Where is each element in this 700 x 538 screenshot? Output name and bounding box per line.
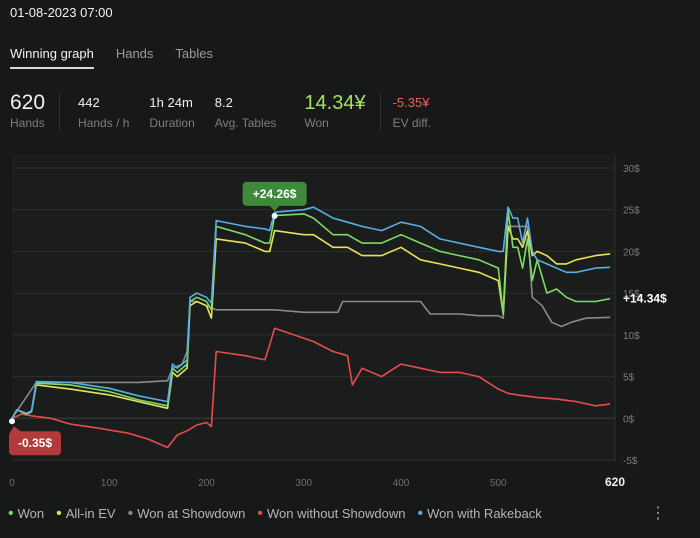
series-line-all-in-ev xyxy=(11,225,611,419)
legend-label: Won without Showdown xyxy=(266,506,406,521)
legend-label: Won xyxy=(17,506,45,521)
x-tick-label: 200 xyxy=(198,478,215,489)
series-line-won-without-showdown xyxy=(11,327,611,449)
min-annotation-pointer xyxy=(10,426,22,433)
stat-duration: 1h 24m Duration xyxy=(149,92,194,130)
more-vertical-icon[interactable]: ⋮ xyxy=(650,505,666,522)
x-tick-label: 300 xyxy=(295,478,312,489)
series-line-won-with-rakeback xyxy=(11,206,611,419)
y-tick-label: -5$ xyxy=(623,456,638,467)
legend-dot-icon: • xyxy=(417,504,424,522)
stat-won: 14.34¥ Won xyxy=(304,92,365,130)
legend-label: Won at Showdown xyxy=(137,506,246,521)
divider xyxy=(379,94,381,130)
min-annotation-label: -0.35$ xyxy=(18,436,52,450)
x-tick-label: 100 xyxy=(101,478,118,489)
y-tick-label: 10$ xyxy=(623,331,640,342)
x-tick-label: 500 xyxy=(490,478,507,489)
legend-item-all-in-ev[interactable]: • All-in EV xyxy=(56,504,116,522)
stat-duration-value: 1h 24m xyxy=(149,95,193,110)
legend-dot-icon: • xyxy=(56,504,62,522)
y-tick-label: 30$ xyxy=(623,164,640,175)
legend-dot-icon: • xyxy=(8,504,14,522)
max-annotation-box xyxy=(242,181,307,206)
stat-avg-tables: 8.2 Avg. Tables xyxy=(215,92,277,130)
stat-ev-diff-value: -5.35¥ xyxy=(392,95,430,110)
min-annotation: -0.35$ xyxy=(9,426,61,456)
max-annotation: +24.26$ xyxy=(242,181,307,211)
tab-hands[interactable]: Hands xyxy=(115,46,154,61)
y-tick-label: 5$ xyxy=(623,373,635,384)
legend-label: All-in EV xyxy=(65,506,116,521)
min-annotation-box xyxy=(9,431,61,456)
stat-hands: 620 Hands xyxy=(10,91,46,131)
legend-dot-icon: • xyxy=(257,504,263,522)
legend-dot-icon: • xyxy=(127,504,134,522)
stat-won-label: Won xyxy=(304,116,329,130)
stat-hands-per-hour-label: Hands / h xyxy=(78,116,130,130)
legend-item-won-without-showdown[interactable]: • Won without Showdown xyxy=(257,504,406,522)
y-tick-label: 0$ xyxy=(623,414,635,425)
stat-hands-per-hour: 442 Hands / h xyxy=(78,92,129,130)
stat-duration-label: Duration xyxy=(149,116,195,130)
chart-legend: • Won • All-in EV • Won at Showdown • Wo… xyxy=(8,504,554,522)
y-tick-label: 25$ xyxy=(623,206,640,217)
x-tick-label: 0 xyxy=(9,478,15,489)
stat-avg-tables-value: 8.2 xyxy=(214,95,233,110)
stat-hands-value: 620 xyxy=(10,91,46,114)
session-title: 01-08-2023 07:00 xyxy=(10,5,113,20)
legend-item-won-at-showdown[interactable]: • Won at Showdown xyxy=(127,504,246,522)
final-value-label: +14.34$ xyxy=(623,292,667,306)
stat-hands-label: Hands xyxy=(10,116,45,130)
legend-item-won[interactable]: • Won xyxy=(8,504,45,522)
tab-winning-graph[interactable]: Winning graph xyxy=(10,46,94,69)
series-line-won xyxy=(11,208,611,419)
tab-tables[interactable]: Tables xyxy=(175,46,213,61)
stat-hands-per-hour-value: 442 xyxy=(78,95,100,110)
stats-row: 620 Hands 442 Hands / h 1h 24m Duration … xyxy=(10,92,451,130)
legend-label: Won with Rakeback xyxy=(427,506,542,521)
y-tick-label: 15$ xyxy=(623,289,640,300)
y-tick-label: 20$ xyxy=(623,247,640,258)
max-annotation-label: +24.26$ xyxy=(253,187,297,201)
winning-graph-chart[interactable]: 30$ 25$ 20$ 15$ 10$ 5$ 0$ -5$ 0 100 200 300 400 500 62… xyxy=(0,155,700,495)
divider xyxy=(59,94,61,130)
max-annotation-pointer xyxy=(269,205,280,211)
stat-ev-diff-label: EV diff. xyxy=(392,116,432,130)
x-tick-label: 400 xyxy=(393,478,410,489)
tab-bar: Winning graph Hands Tables xyxy=(10,46,213,69)
legend-item-won-with-rakeback[interactable]: • Won with Rakeback xyxy=(417,504,542,522)
x-tick-label: 620 xyxy=(605,475,625,489)
stat-avg-tables-label: Avg. Tables xyxy=(214,116,277,130)
stat-ev-diff: -5.35¥ EV diff. xyxy=(393,92,431,130)
min-point-marker xyxy=(9,418,15,425)
stat-won-value: 14.34¥ xyxy=(304,92,366,114)
max-point-marker xyxy=(271,212,278,219)
plot-area xyxy=(12,155,615,460)
